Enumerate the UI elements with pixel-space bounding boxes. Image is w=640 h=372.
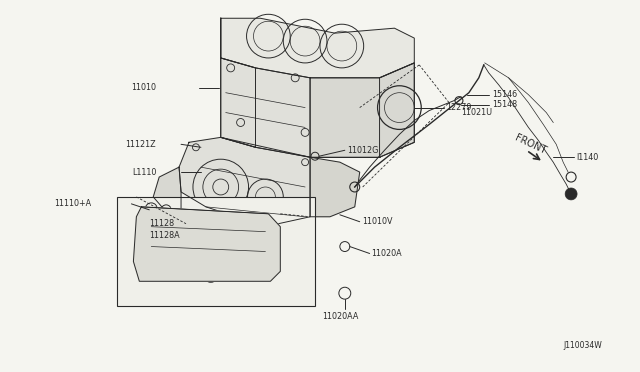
Text: 11020AA: 11020AA [322,311,358,321]
Text: 11012G: 11012G [347,146,378,155]
Text: L1110: L1110 [132,168,156,177]
Text: 15148: 15148 [492,100,517,109]
Polygon shape [310,157,360,217]
Text: 11110+A: 11110+A [54,199,92,208]
Bar [116,197,315,306]
Polygon shape [221,58,310,157]
Text: 11010: 11010 [131,83,156,92]
Text: 11121Z: 11121Z [125,140,156,149]
Text: 11128: 11128 [149,219,175,228]
Circle shape [565,188,577,200]
Polygon shape [153,167,181,214]
Text: FRONT: FRONT [513,133,548,156]
Text: I1140: I1140 [576,153,598,162]
Text: 11128A: 11128A [149,231,180,240]
Polygon shape [179,137,310,224]
Text: 11021U: 11021U [461,108,492,117]
Text: 15146: 15146 [492,90,517,99]
Polygon shape [221,18,414,78]
Text: J110034W: J110034W [563,341,602,350]
Polygon shape [133,207,280,281]
Text: 11010V: 11010V [362,217,392,226]
Polygon shape [310,63,414,157]
Text: 11020A: 11020A [372,249,402,258]
Text: 12279: 12279 [446,103,472,112]
